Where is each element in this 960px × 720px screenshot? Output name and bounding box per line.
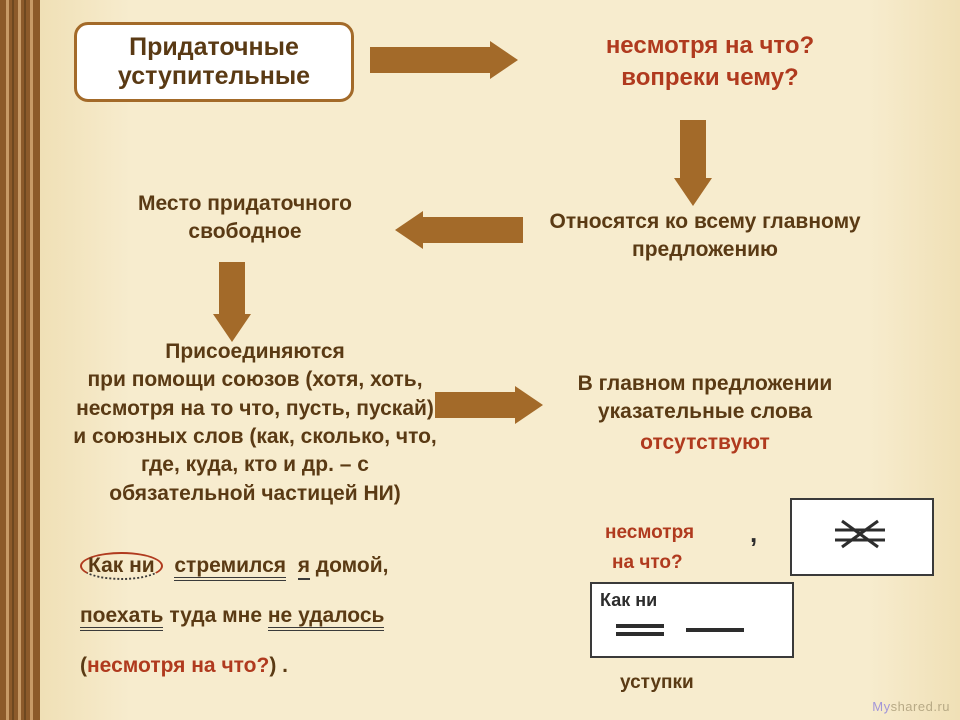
example-w2: я bbox=[298, 554, 310, 580]
example-q-close: ) . bbox=[269, 654, 288, 677]
schema-label-top1: несмотря bbox=[605, 522, 694, 543]
book-spine bbox=[0, 0, 40, 720]
schema-upper-symbol bbox=[830, 515, 890, 555]
node-join: Присоединяются при помощи союзов (хотя, … bbox=[70, 338, 440, 508]
node-demon: В главном предложении указательные слова… bbox=[545, 370, 865, 457]
node-demon-l2: указательные слова bbox=[545, 398, 865, 426]
node-relates: Относятся ко всему главному предложению bbox=[520, 208, 890, 265]
node-join-l5: где, куда, кто и др. – с bbox=[70, 451, 440, 479]
schema-label-top2: на что? bbox=[612, 550, 732, 576]
example-q: несмотря на что? bbox=[87, 654, 269, 677]
node-place: Место придаточного свободное bbox=[110, 190, 380, 247]
schema-comma: , bbox=[750, 516, 757, 551]
example-w1: стремился bbox=[174, 554, 286, 581]
schema-label-top: несмотря bbox=[605, 520, 745, 546]
node-demon-l1: В главном предложении bbox=[545, 370, 865, 398]
example-w3: домой, bbox=[316, 554, 389, 577]
node-join-l2: при помощи союзов (хотя, хоть, bbox=[70, 366, 440, 394]
example-line2: поехать туда мне не удалось bbox=[80, 595, 560, 637]
watermark-rest: shared.ru bbox=[891, 699, 950, 714]
example-oval: Как ни bbox=[80, 552, 163, 580]
schema-lower-label: Как ни bbox=[600, 588, 657, 612]
example-w4: поехать bbox=[80, 604, 163, 631]
node-demon-l3: отсутствуют bbox=[545, 429, 865, 457]
example-q-open: ( bbox=[80, 654, 87, 677]
example-w5: туда мне bbox=[169, 604, 262, 627]
example-w6: не удалось bbox=[268, 604, 385, 631]
example-line3: (несмотря на что?) . bbox=[80, 645, 560, 687]
node-join-l6: обязательной частицей НИ) bbox=[70, 480, 440, 508]
node-join-l4: и союзных слов (как, сколько, что, bbox=[70, 423, 440, 451]
title-box: Придаточные уступительные bbox=[74, 22, 354, 102]
example-line1: Как ни стремился я домой, bbox=[80, 545, 560, 587]
example-sentence: Как ни стремился я домой, поехать туда м… bbox=[80, 545, 560, 687]
watermark-my: My bbox=[872, 699, 890, 714]
node-join-l3: несмотря на то что, пусть, пускай) bbox=[70, 395, 440, 423]
question-line2: вопреки чему? bbox=[540, 62, 880, 94]
page-root: Придаточные уступительные несмотря на чт… bbox=[0, 0, 960, 720]
question-line1: несмотря на что? bbox=[540, 30, 880, 62]
title-text: Придаточные уступительные bbox=[118, 33, 310, 91]
schema-lower-symbol bbox=[616, 618, 756, 648]
watermark: Myshared.ru bbox=[872, 699, 950, 714]
question-block: несмотря на что? вопреки чему? bbox=[540, 30, 880, 95]
node-join-l1: Присоединяются bbox=[70, 338, 440, 366]
schema-caption: уступки bbox=[620, 670, 694, 696]
